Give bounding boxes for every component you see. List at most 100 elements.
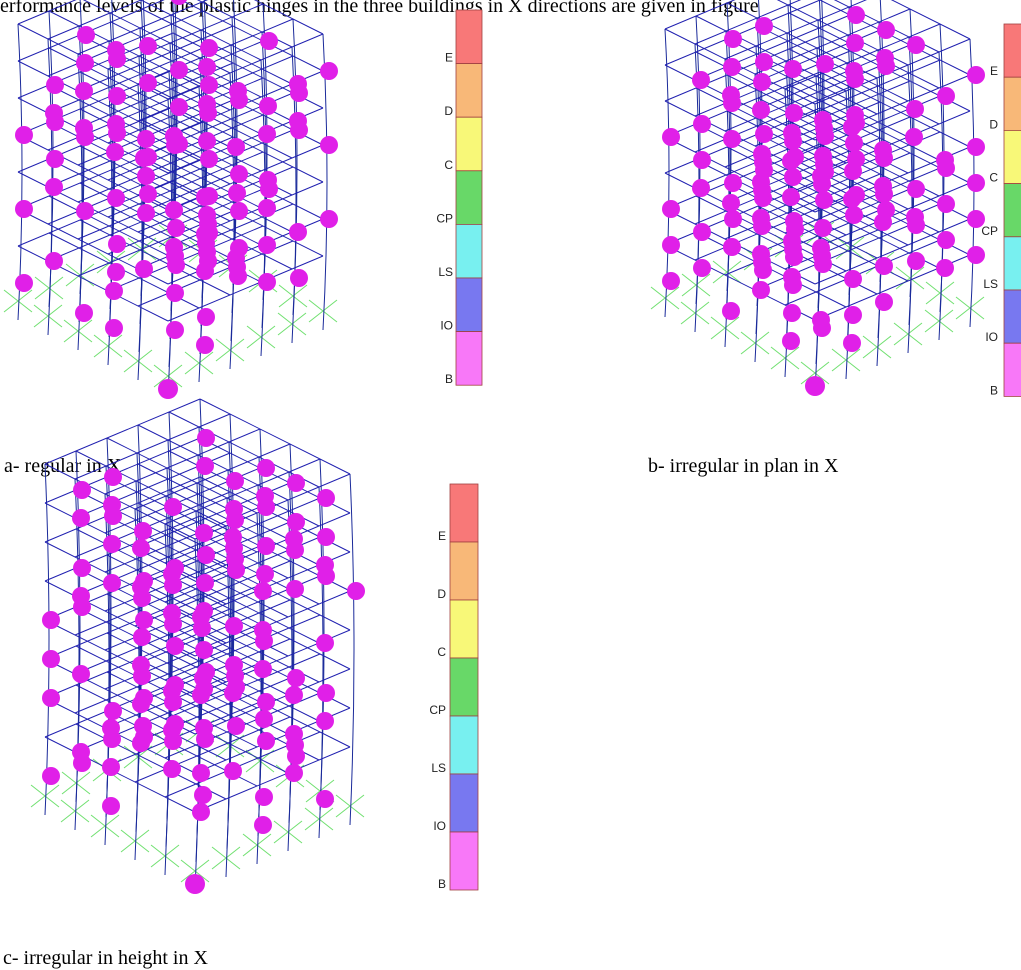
caption: a- regular in X (4, 455, 122, 477)
bracing (956, 297, 984, 319)
plastic-hinge (105, 319, 123, 337)
plastic-hinge (752, 281, 770, 299)
legend-swatch (450, 600, 478, 658)
bracing (4, 290, 32, 312)
beam (815, 75, 970, 140)
plastic-hinge (45, 178, 63, 196)
plastic-hinge (907, 36, 925, 54)
plastic-hinge (198, 58, 216, 76)
plastic-hinge (844, 270, 862, 288)
plastic-hinge (196, 457, 214, 475)
beam (200, 399, 350, 474)
plastic-hinge (692, 179, 710, 197)
legend-label: D (437, 587, 446, 601)
plastic-hinge (877, 21, 895, 39)
legend-label: B (445, 372, 453, 386)
plastic-hinge (257, 693, 275, 711)
plastic-hinge (316, 556, 334, 574)
plastic-hinge (782, 152, 800, 170)
plastic-hinge (134, 717, 152, 735)
plastic-hinge (225, 617, 243, 635)
plastic-hinge (783, 304, 801, 322)
plastic-hinge (692, 71, 710, 89)
plastic-hinge (72, 743, 90, 761)
legend-swatch (450, 774, 478, 832)
plastic-hinge (163, 604, 181, 622)
plastic-hinge (76, 202, 94, 220)
plastic-hinge (107, 263, 125, 281)
plastic-hinge (139, 37, 157, 55)
plastic-hinge (320, 62, 338, 80)
plastic-hinge (170, 98, 188, 116)
plastic-hinge (103, 574, 121, 592)
plastic-hinge (287, 513, 305, 531)
plastic-hinge (166, 637, 184, 655)
plastic-hinge (259, 97, 277, 115)
plastic-hinge (166, 321, 184, 339)
plastic-hinge (132, 578, 150, 596)
plastic-hinge (166, 284, 184, 302)
plastic-hinge (102, 758, 120, 776)
plastic-hinge (227, 717, 245, 735)
legend-swatch (456, 10, 482, 64)
plastic-hinge (724, 210, 742, 228)
plastic-hinge (106, 143, 124, 161)
plastic-hinge (224, 684, 242, 702)
plastic-hinge (936, 259, 954, 277)
plastic-hinge (133, 628, 151, 646)
plastic-hinge (200, 76, 218, 94)
plastic-hinge (196, 188, 214, 206)
plastic-hinge (102, 719, 120, 737)
legend-label: B (438, 877, 446, 891)
plastic-hinge (723, 130, 741, 148)
plastic-hinge (256, 487, 274, 505)
plastic-hinge (132, 539, 150, 557)
plastic-hinge (75, 82, 93, 100)
beam (45, 399, 200, 464)
plastic-hinge (937, 231, 955, 249)
legend-label: E (445, 51, 453, 65)
plastic-hinge (906, 100, 924, 118)
plastic-hinge (907, 180, 925, 198)
plastic-hinge (906, 208, 924, 226)
bracing (34, 305, 62, 327)
plastic-hinge (753, 145, 771, 163)
plastic-hinge (693, 151, 711, 169)
beam (169, 568, 319, 643)
plastic-hinge (227, 138, 245, 156)
plastic-hinge (258, 236, 276, 254)
plastic-hinge (254, 816, 272, 834)
caption: b- irregular in plan in X (648, 455, 839, 477)
plastic-hinge (196, 262, 214, 280)
bracing (278, 313, 306, 335)
plastic-hinge (15, 274, 33, 292)
plastic-hinge (662, 200, 680, 218)
plastic-hinge (967, 174, 985, 192)
plastic-hinge (73, 481, 91, 499)
plastic-hinge (967, 66, 985, 84)
plastic-hinge (139, 185, 157, 203)
caption: c- irregular in height in X (3, 947, 208, 969)
plastic-hinge (752, 245, 770, 263)
plastic-hinge (722, 86, 740, 104)
plastic-hinge (194, 786, 212, 804)
plastic-hinge (258, 273, 276, 291)
plastic-hinge (843, 118, 861, 136)
plastic-hinge (285, 686, 303, 704)
plastic-hinge (285, 764, 303, 782)
plastic-hinge (936, 151, 954, 169)
plastic-hinge (42, 611, 60, 629)
plastic-hinge (755, 125, 773, 143)
legend-label: D (444, 104, 453, 118)
plastic-hinge (875, 293, 893, 311)
plastic-hinge (135, 611, 153, 629)
plastic-hinge (132, 734, 150, 752)
bracing (896, 267, 924, 289)
plastic-hinge (42, 650, 60, 668)
plastic-hinge (135, 260, 153, 278)
legend-label: CP (981, 224, 998, 238)
plastic-hinge (165, 201, 183, 219)
legend-label: C (437, 645, 446, 659)
plastic-hinge (108, 87, 126, 105)
legend-swatch (450, 484, 478, 542)
